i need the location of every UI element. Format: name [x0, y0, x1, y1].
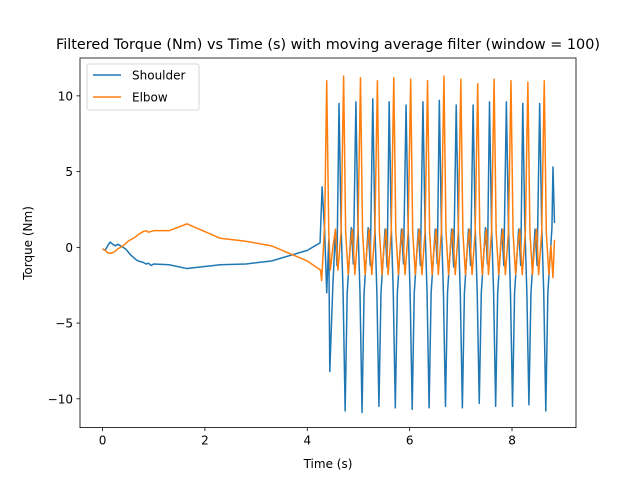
legend-label-elbow: Elbow	[132, 91, 168, 105]
y-tick-label: 5	[65, 165, 73, 179]
y-tick-label: 10	[58, 89, 73, 103]
plot-frame	[79, 57, 577, 429]
y-tick-label: 0	[65, 241, 73, 255]
x-tick-label: 0	[99, 434, 107, 448]
x-axis-ticks: 0 2 4 6 8	[99, 427, 516, 448]
series-layer	[102, 75, 556, 414]
legend-label-shoulder: Shoulder	[132, 69, 186, 83]
legend: Shoulder Elbow	[86, 63, 200, 111]
series-line-elbow	[102, 75, 556, 282]
series-line-shoulder	[102, 98, 556, 414]
x-tick-label: 2	[201, 434, 209, 448]
y-axis-label: Torque (Nm)	[21, 206, 35, 281]
x-tick-label: 4	[303, 434, 311, 448]
x-tick-label: 6	[406, 434, 414, 448]
y-tick-label: −10	[48, 392, 73, 406]
chart-title: Filtered Torque (Nm) vs Time (s) with mo…	[56, 37, 600, 53]
y-tick-label: −5	[55, 317, 73, 331]
x-axis-label: Time (s)	[303, 457, 353, 471]
x-tick-label: 8	[508, 434, 516, 448]
y-axis-ticks: −10 −5 0 5 10	[48, 89, 80, 406]
